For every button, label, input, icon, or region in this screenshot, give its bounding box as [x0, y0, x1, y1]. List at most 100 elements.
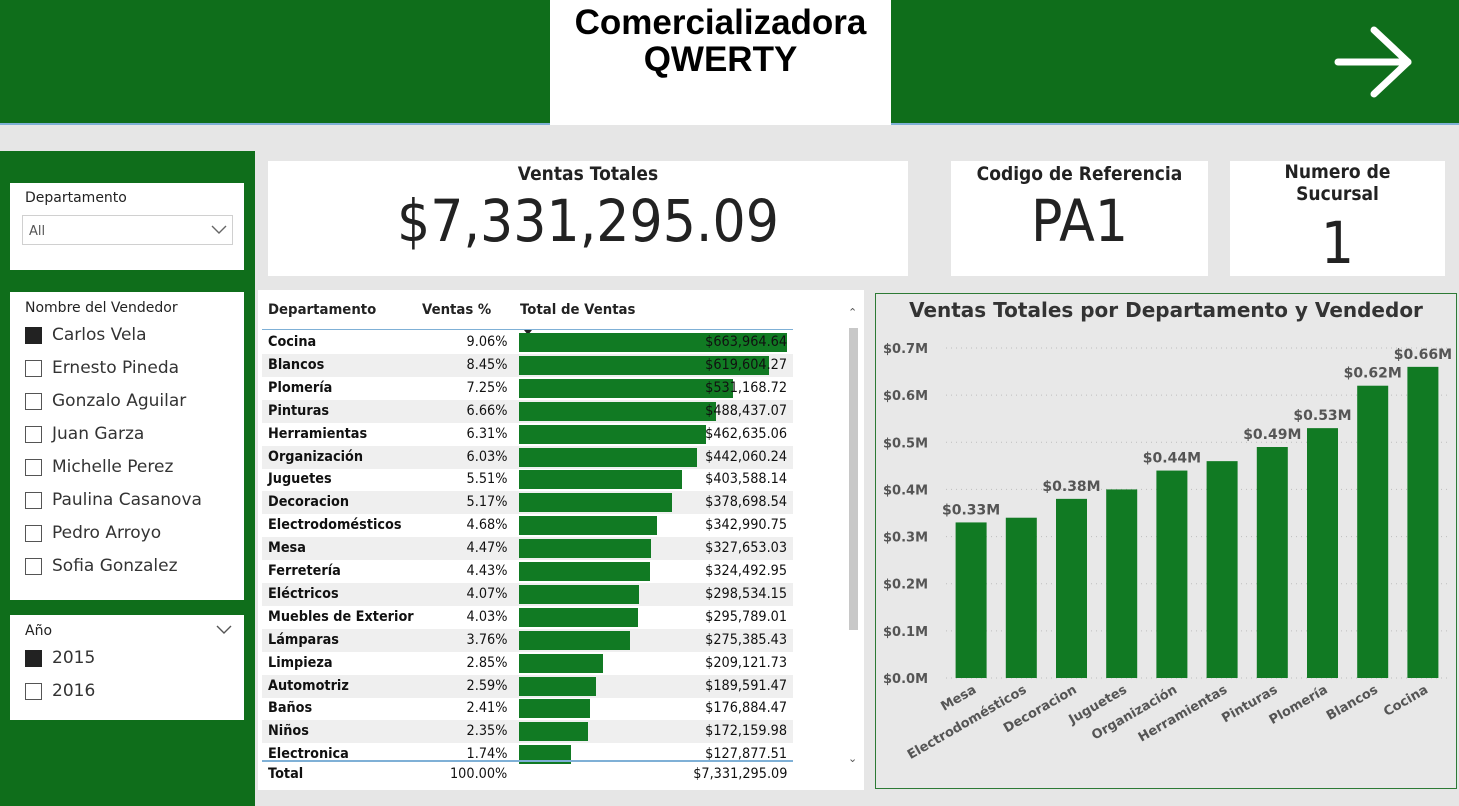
- data-bar: [519, 378, 734, 398]
- anio-option[interactable]: 2015: [25, 646, 235, 672]
- cell-total-ventas: $327,653.03: [705, 540, 787, 557]
- cell-total-ventas: $531,168.72: [705, 379, 787, 396]
- chart-bar[interactable]: [955, 522, 987, 678]
- table-scrollbar[interactable]: ⌃ ⌄: [846, 298, 860, 778]
- checkbox[interactable]: [25, 327, 42, 344]
- cell-ventas-pct: 7.25%: [466, 379, 507, 396]
- vendedor-option[interactable]: Juan Garza: [25, 422, 235, 448]
- cell-total-ventas: $176,884.47: [705, 700, 787, 717]
- data-label: $0.33M: [942, 502, 1000, 518]
- checkbox[interactable]: [25, 683, 42, 700]
- card-numero-sucursal-title: Numero de Sucursal: [1284, 161, 1391, 205]
- table-row[interactable]: Plomería 7.25% $531,168.72: [262, 377, 793, 400]
- chevron-down-icon[interactable]: [216, 625, 232, 635]
- cell-departamento: Mesa: [268, 540, 306, 557]
- chart-bar[interactable]: [1156, 470, 1188, 678]
- cell-ventas-pct: 4.03%: [466, 608, 507, 625]
- table-row[interactable]: Organización 6.03% $442,060.24: [262, 445, 793, 469]
- vendedor-option[interactable]: Sofia Gonzalez: [25, 554, 235, 580]
- vendedor-option-label: Juan Garza: [52, 424, 145, 444]
- card-ventas-totales-value: $7,331,295.09: [397, 187, 779, 255]
- checkbox[interactable]: [25, 525, 42, 542]
- scroll-down-icon[interactable]: ⌄: [848, 752, 858, 765]
- vendedor-option[interactable]: Carlos Vela: [25, 323, 235, 349]
- table-row[interactable]: Pinturas 6.66% $488,437.07: [262, 399, 793, 423]
- data-bar: [519, 699, 591, 719]
- chart-bar[interactable]: [1106, 489, 1138, 678]
- data-label: $0.44M: [1143, 451, 1201, 467]
- table-row[interactable]: Muebles de Exterior 4.03% $295,789.01: [262, 606, 793, 629]
- table-row[interactable]: Eléctricos 4.07% $298,534.15: [262, 582, 793, 606]
- table-row[interactable]: Lámparas 3.76% $275,385.43: [262, 628, 793, 652]
- cell-total-ventas: $298,534.15: [705, 585, 787, 602]
- cell-ventas-pct: 2.35%: [466, 723, 507, 740]
- table-row[interactable]: Cocina 9.06% $663,964.64: [262, 331, 793, 354]
- total-pct: 100.00%: [449, 766, 507, 782]
- y-tick-label: $0.7M: [883, 342, 928, 357]
- vendedor-option[interactable]: Michelle Perez: [25, 455, 235, 481]
- cell-departamento: Baños: [268, 700, 313, 717]
- vendedor-option[interactable]: Gonzalo Aguilar: [25, 389, 235, 415]
- checkbox[interactable]: [25, 360, 42, 377]
- table-row[interactable]: Juguetes 5.51% $403,588.14: [262, 468, 793, 491]
- card-codigo-referencia-title: Codigo de Referencia: [976, 163, 1183, 185]
- departamento-dropdown[interactable]: All: [22, 215, 233, 245]
- vendedor-option[interactable]: Paulina Casanova: [25, 488, 235, 514]
- chart-bar[interactable]: [1056, 498, 1087, 678]
- cell-ventas-pct: 3.76%: [466, 631, 507, 648]
- vendedor-option[interactable]: Ernesto Pineda: [25, 356, 235, 382]
- cell-departamento: Juguetes: [268, 471, 332, 488]
- vendedor-option-label: Paulina Casanova: [52, 490, 202, 510]
- checkbox[interactable]: [25, 558, 42, 575]
- chart-title: Ventas Totales por Departamento y Vended…: [909, 298, 1423, 322]
- checkbox[interactable]: [25, 426, 42, 443]
- x-tick-label: Blancos: [1324, 682, 1381, 724]
- sales-table: Departamento Ventas % Total de Ventas Co…: [258, 290, 864, 790]
- checkbox[interactable]: [25, 393, 42, 410]
- data-bar: [519, 516, 658, 536]
- table-row[interactable]: Baños 2.41% $176,884.47: [262, 697, 793, 720]
- table-row[interactable]: Electronica 1.74% $127,877.51: [262, 743, 793, 766]
- table-row[interactable]: Automotriz 2.59% $189,591.47: [262, 674, 793, 698]
- scroll-thumb[interactable]: [849, 328, 858, 630]
- table-row[interactable]: Decoracion 5.17% $378,698.54: [262, 491, 793, 515]
- chart-bar[interactable]: [1357, 385, 1389, 678]
- data-bar: [519, 630, 631, 650]
- table-row[interactable]: Niños 2.35% $172,159.98: [262, 720, 793, 744]
- chart-bar[interactable]: [1256, 447, 1288, 678]
- checkbox[interactable]: [25, 459, 42, 476]
- vendedor-option-label: Pedro Arroyo: [52, 523, 162, 543]
- anio-option-label: 2016: [52, 681, 96, 701]
- data-bar: [519, 653, 604, 673]
- chart-bar[interactable]: [1407, 366, 1439, 678]
- table-row[interactable]: Herramientas 6.31% $462,635.06: [262, 423, 793, 446]
- header-bar: Comercializadora QWERTY: [0, 0, 1459, 125]
- card-codigo-referencia: Codigo de Referencia PA1: [951, 161, 1208, 276]
- chart-bar[interactable]: [1206, 461, 1238, 678]
- data-bar: [519, 722, 589, 742]
- checkbox[interactable]: [25, 650, 42, 667]
- checkbox[interactable]: [25, 492, 42, 509]
- column-header-total-ventas[interactable]: Total de Ventas: [520, 302, 636, 318]
- column-header-departamento[interactable]: Departamento: [268, 302, 377, 318]
- arrow-right-icon[interactable]: [1332, 24, 1416, 100]
- column-header-ventas-pct[interactable]: Ventas %: [422, 302, 492, 318]
- anio-option[interactable]: 2016: [25, 679, 235, 705]
- table-row[interactable]: Electrodomésticos 4.68% $342,990.75: [262, 514, 793, 537]
- table-row[interactable]: Ferretería 4.43% $324,492.95: [262, 560, 793, 583]
- table-row[interactable]: Limpieza 2.85% $209,121.73: [262, 652, 793, 675]
- cell-departamento: Eléctricos: [268, 585, 339, 602]
- cell-total-ventas: $462,635.06: [705, 425, 787, 442]
- cell-departamento: Ferretería: [268, 563, 341, 579]
- table-row[interactable]: Mesa 4.47% $327,653.03: [262, 537, 793, 561]
- chart-bar[interactable]: [1307, 428, 1338, 678]
- vendedor-option-label: Gonzalo Aguilar: [52, 391, 187, 411]
- x-tick-label: Herramientas: [1136, 682, 1230, 745]
- departamento-dropdown-value: All: [29, 224, 46, 239]
- scroll-up-icon[interactable]: ⌃: [848, 306, 858, 319]
- cell-departamento: Muebles de Exterior: [268, 608, 414, 625]
- chart-bar[interactable]: [1005, 517, 1037, 678]
- chart-ventas-departamento: Ventas Totales por Departamento y Vended…: [875, 293, 1457, 789]
- vendedor-option[interactable]: Pedro Arroyo: [25, 521, 235, 547]
- table-row[interactable]: Blancos 8.45% $619,604.27: [262, 353, 793, 377]
